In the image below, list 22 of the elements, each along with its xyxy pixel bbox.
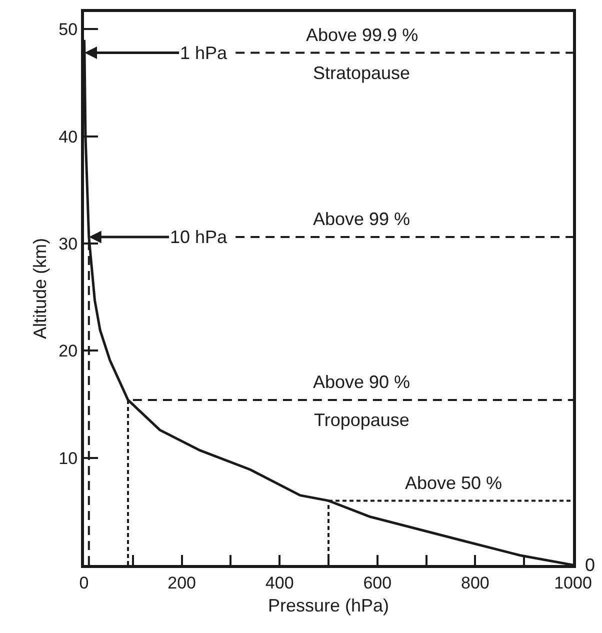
x-tick-label: 0 — [79, 573, 89, 592]
y-tick-label: 50 — [58, 20, 78, 40]
y-tick-label: 10 — [58, 448, 78, 468]
x-tick-label: 400 — [265, 573, 294, 592]
x-tick-label: 1000 — [554, 573, 592, 592]
annotation: Above 90 % — [313, 372, 410, 392]
annotation: Tropopause — [314, 410, 410, 430]
annotation: Stratopause — [313, 63, 410, 83]
annotation: 0 — [585, 555, 596, 575]
x-tick-label: 600 — [363, 573, 392, 592]
y-tick-label: 30 — [58, 234, 78, 254]
x-tick-label: 200 — [168, 573, 196, 592]
y-tick-label: 20 — [58, 342, 78, 361]
annotation: Above 50 % — [405, 473, 502, 493]
x-axis-title: Pressure (hPa) — [268, 596, 390, 616]
y-axis-title: Altitude (km) — [30, 238, 50, 340]
annotation: 1 hPa — [180, 43, 228, 63]
annotation: 10 hPa — [170, 227, 228, 247]
annotation: Above 99.9 % — [306, 25, 418, 45]
x-tick-label: 800 — [461, 573, 490, 592]
y-tick-label: 40 — [58, 127, 78, 146]
annotation: Above 99 % — [313, 209, 410, 229]
